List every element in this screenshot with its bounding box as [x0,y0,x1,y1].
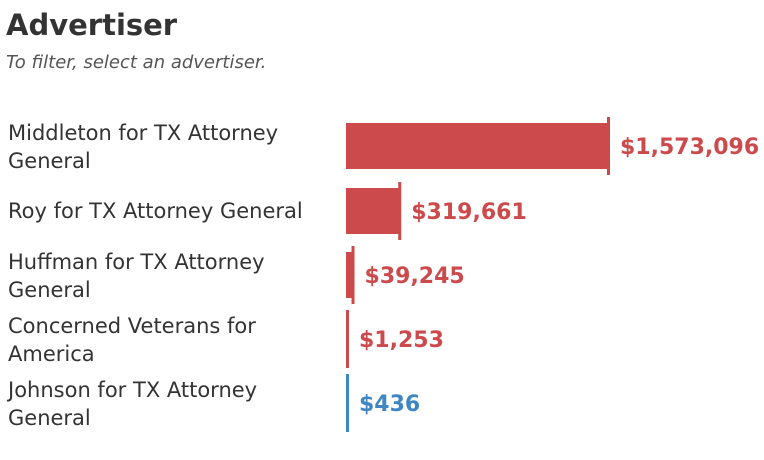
category-label: Johnson for TX Attorney General [6,378,257,430]
category-label: Huffman for TX Attorney General [8,250,265,302]
category-label-line: Johnson for TX Attorney [6,378,257,402]
bar-end-marker [346,310,349,368]
category-label-line: General [8,149,91,173]
category-label-line: America [8,342,95,366]
bar[interactable] [346,188,400,234]
bar-row[interactable]: Roy for TX Attorney General $319,661 [0,181,764,241]
bar-end-marker [607,117,610,175]
category-label-line: Concerned Veterans for [8,314,256,338]
category-label-line: General [8,278,91,302]
value-label: $436 [359,392,420,417]
bar-row[interactable]: Middleton for TX Attorney General $1,573,0… [0,116,764,176]
bar-end-marker [398,182,402,240]
category-label-line: Huffman for TX Attorney [8,250,265,274]
value-label: $1,573,096 [620,135,759,160]
bar[interactable] [346,123,608,169]
value-label: $1,253 [359,328,444,353]
bar-row[interactable]: Johnson for TX Attorney General $436 [0,373,764,433]
bar-row[interactable]: Concerned Veterans for America $1,253 [0,309,764,369]
value-label: $39,245 [365,264,465,289]
category-label-line: General [8,406,91,430]
bar[interactable] [346,252,353,298]
category-label: Concerned Veterans for America [8,314,256,366]
category-label: Roy for TX Attorney General [8,199,303,223]
chart-subtitle: To filter, select an advertiser. [6,52,267,73]
bar-end-marker [351,246,355,304]
category-label: Middleton for TX Attorney General [8,121,278,173]
category-label-line: Middleton for TX Attorney [8,121,278,145]
bar-end-marker [346,374,349,432]
category-label-line: Roy for TX Attorney General [8,199,303,223]
value-label: $319,661 [411,200,527,225]
bar-row[interactable]: Huffman for TX Attorney General $39,245 [0,245,764,305]
chart-title: Advertiser [6,8,178,42]
